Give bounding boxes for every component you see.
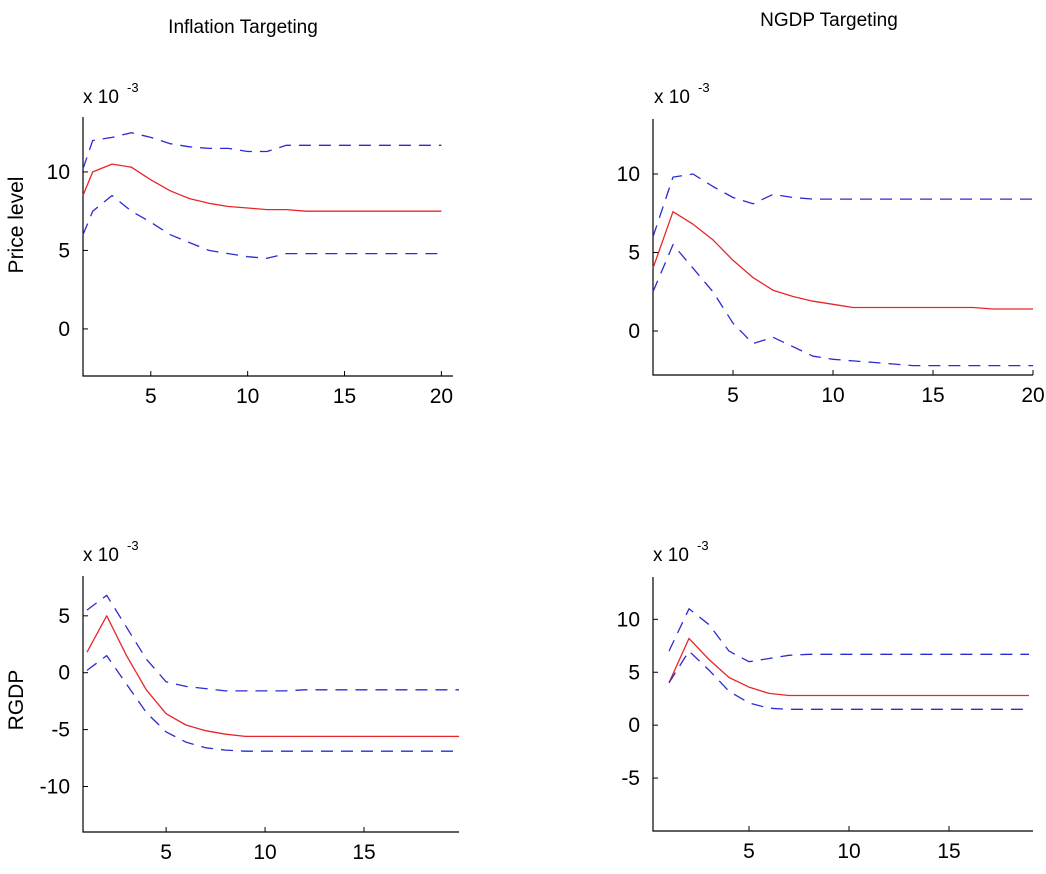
axes-ngdp-price-level: [652, 119, 1033, 376]
y-tick-label-ngdp-rgdp: -5: [621, 767, 640, 790]
x-tick-label-ngdp-rgdp: 10: [837, 840, 860, 863]
y-tick-label-ngdp-price-level: 10: [617, 163, 640, 186]
x-tick-label-ngdp-rgdp: 5: [743, 840, 755, 863]
x-tick-label-ngdp-price-level: 10: [821, 384, 844, 407]
column-title-ngdp-targeting: NGDP Targeting: [760, 10, 898, 31]
x-tick-label-inflation-rgdp: 10: [253, 841, 276, 864]
y-tick-label-inflation-price-level: 0: [58, 318, 70, 341]
x-tick-label-ngdp-price-level: 20: [1021, 384, 1044, 407]
y-tick-label-ngdp-price-level: 0: [628, 320, 640, 343]
panel-inflation-rgdp: 5 10 15 -10 -5 0 5 x 10 -3: [40, 538, 459, 864]
y-tick-label-ngdp-price-level: 5: [628, 241, 640, 264]
panels: 5 10 15 20 0 5 10 x 10 -3 5 10 15 20 0 5 10 x 10 -3 5 10 15 -…: [40, 80, 1045, 864]
x-tick-label-inflation-rgdp: 15: [352, 841, 375, 864]
scale-exponent-inflation-rgdp: -3: [127, 538, 139, 553]
y-tick-label-inflation-rgdp: -5: [51, 719, 70, 742]
series-lower-inflation-price-level: [82, 194, 442, 259]
series-median-inflation-price-level: [82, 163, 442, 212]
y-tick-label-inflation-price-level: 5: [58, 239, 70, 262]
x-tick-label-ngdp-price-level: 15: [921, 384, 944, 407]
y-tick-label-inflation-rgdp: -10: [40, 775, 70, 798]
x-tick-label-inflation-price-level: 20: [430, 385, 453, 408]
axes-inflation-rgdp: [82, 576, 459, 833]
x-tick-label-ngdp-price-level: 5: [727, 384, 739, 407]
series-upper-inflation-price-level: [82, 132, 442, 170]
y-tick-label-ngdp-rgdp: 10: [617, 608, 640, 631]
series-upper-ngdp-price-level: [652, 173, 1033, 238]
x-tick-label-inflation-price-level: 10: [236, 385, 259, 408]
scale-label-ngdp-price-level: x 10: [654, 87, 690, 108]
series-lower-ngdp-rgdp: [668, 650, 1029, 710]
axes-ngdp-rgdp: [652, 577, 1033, 832]
panel-inflation-price-level: 5 10 15 20 0 5 10 x 10 -3: [47, 80, 453, 408]
series-median-ngdp-price-level: [652, 211, 1033, 310]
panel-ngdp-price-level: 5 10 15 20 0 5 10 x 10 -3: [617, 80, 1045, 407]
x-tick-label-inflation-price-level: 15: [333, 385, 356, 408]
y-tick-label-inflation-price-level: 10: [47, 161, 70, 184]
scale-exponent-ngdp-price-level: -3: [698, 80, 710, 95]
series-upper-inflation-rgdp: [86, 594, 459, 692]
scale-label-inflation-rgdp: x 10: [83, 545, 119, 566]
row-label-rgdp: RGDP: [5, 670, 28, 731]
column-title-inflation-targeting: Inflation Targeting: [168, 17, 318, 38]
scale-exponent-inflation-price-level: -3: [127, 80, 139, 95]
panel-ngdp-rgdp: 5 10 15 -5 0 5 10 x 10 -3: [617, 538, 1033, 863]
axes-inflation-price-level: [82, 117, 453, 377]
y-tick-label-inflation-rgdp: 5: [58, 605, 70, 628]
x-tick-label-inflation-price-level: 5: [145, 385, 157, 408]
series-upper-ngdp-rgdp: [668, 608, 1029, 663]
series-median-ngdp-rgdp: [668, 637, 1029, 697]
y-tick-label-ngdp-rgdp: 5: [628, 661, 640, 684]
series-median-inflation-rgdp: [86, 615, 459, 738]
row-label-price-level: Price level: [5, 177, 28, 274]
y-tick-label-ngdp-rgdp: 0: [628, 714, 640, 737]
x-tick-label-inflation-rgdp: 5: [160, 841, 172, 864]
x-tick-label-ngdp-rgdp: 15: [937, 840, 960, 863]
y-tick-label-inflation-rgdp: 0: [58, 662, 70, 685]
scale-exponent-ngdp-rgdp: -3: [697, 538, 709, 553]
scale-label-ngdp-rgdp: x 10: [653, 545, 689, 566]
scale-label-inflation-price-level: x 10: [83, 87, 119, 108]
series-lower-ngdp-price-level: [652, 243, 1033, 367]
